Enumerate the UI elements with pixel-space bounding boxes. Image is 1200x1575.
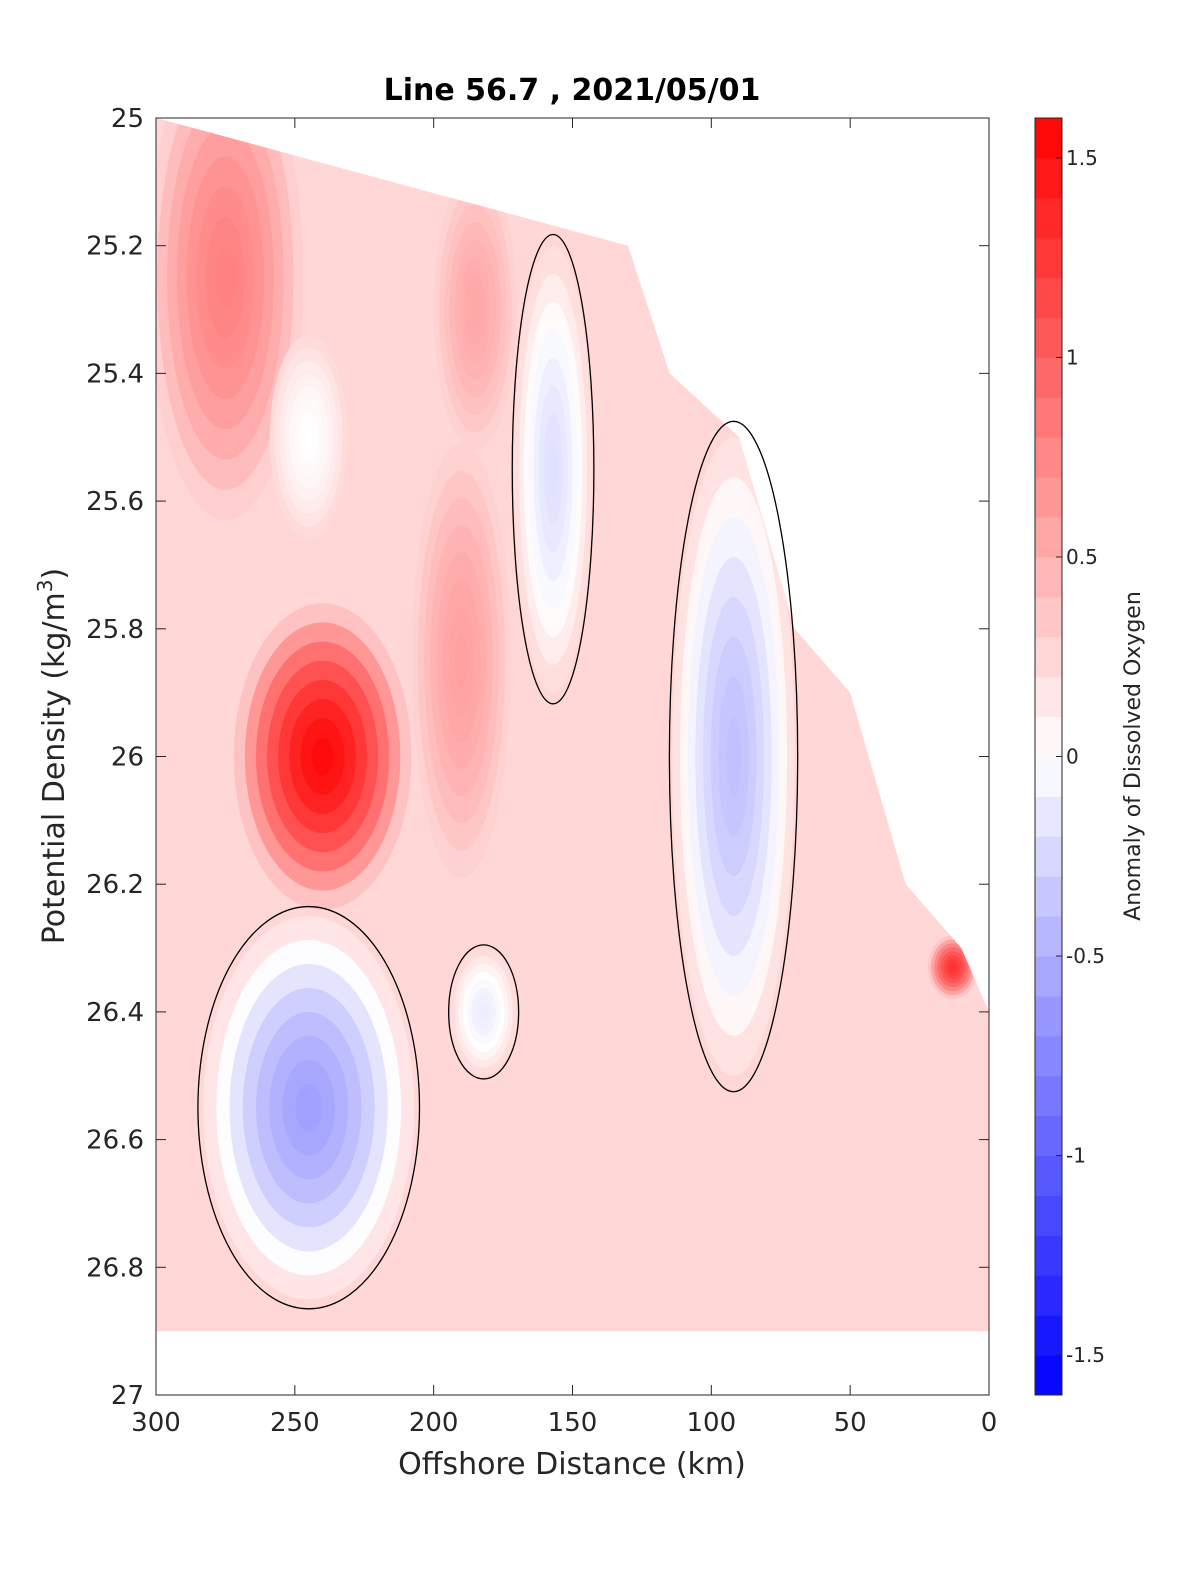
feature-level [303, 424, 314, 451]
plot-area [156, 118, 989, 1395]
colorbar-segment [1035, 1195, 1062, 1236]
colorbar-segment [1035, 1315, 1062, 1356]
feature-level [479, 1003, 488, 1020]
x-axis: 300 250 200 150 100 50 0 [131, 118, 997, 1438]
colorbar-segment [1035, 1115, 1062, 1157]
y-axis-label-sup: 3 [33, 579, 57, 592]
y-tick-label: 26.8 [86, 1253, 144, 1283]
feature-level [455, 633, 468, 688]
colorbar-tick-label: -0.5 [1066, 944, 1105, 968]
colorbar-label: Anomaly of Dissolved Oxygen [1121, 591, 1146, 921]
colorbar-segment [1035, 237, 1062, 279]
y-tick-label: 26 [111, 743, 144, 773]
y-axis-label-main: Potential Density (kg/m [37, 592, 72, 944]
colorbar-segment [1035, 317, 1062, 358]
x-axis-label: Offshore Distance (km) [398, 1447, 746, 1482]
y-tick-label: 26.6 [86, 1126, 144, 1156]
x-tick-label: 200 [409, 1408, 459, 1438]
feature-level [215, 247, 236, 308]
colorbar-segment [1035, 357, 1062, 398]
colorbar: -1.5 -1 -0.5 0 0.5 1 1.5 [1034, 117, 1105, 1396]
colorbar-segment [1035, 197, 1062, 239]
colorbar-segment [1035, 716, 1062, 757]
colorbar-tick-label: 1 [1066, 345, 1079, 369]
colorbar-segment [1035, 556, 1062, 598]
colorbar-segment [1035, 916, 1062, 957]
y-axis: 25 25.2 25.4 25.6 25.8 26 26.2 26.4 26.6 26.8 27 [86, 104, 989, 1411]
feature-level [311, 737, 334, 776]
colorbar-segment [1035, 437, 1062, 478]
colorbar-segment [1035, 956, 1062, 997]
colorbar-segment [1035, 756, 1062, 797]
colorbar-segment [1035, 876, 1062, 917]
zero-contour [448, 944, 520, 1080]
feature-level [725, 716, 742, 797]
colorbar-segment [1035, 995, 1062, 1037]
colorbar-segment [1035, 477, 1062, 518]
colorbar-segment [1035, 1155, 1062, 1196]
zero-contour [197, 905, 421, 1310]
y-tick-label: 27 [111, 1381, 144, 1411]
colorbar-tick-label: 0 [1066, 745, 1079, 769]
x-tick-label: 50 [834, 1408, 867, 1438]
feature-level [548, 441, 558, 498]
colorbar-segment [1035, 1075, 1062, 1117]
colorbar-segment [1035, 118, 1062, 159]
feature-8 [514, 245, 592, 693]
colorbar-segment [1035, 596, 1062, 638]
colorbar-segment [1035, 277, 1062, 319]
x-tick-label: 150 [548, 1408, 598, 1438]
colorbar-segment [1035, 517, 1062, 558]
colorbar-segment [1035, 1235, 1062, 1276]
colorbar-segment [1035, 1035, 1062, 1077]
chart-title: Line 56.7 , 2021/05/01 [384, 73, 761, 108]
colorbar-segment [1035, 676, 1062, 718]
feature-0 [233, 603, 412, 910]
colorbar-segment [1035, 796, 1062, 837]
feature-2 [156, 118, 304, 521]
y-axis-label-close: ) [37, 568, 72, 580]
x-tick-label: 250 [270, 1408, 320, 1438]
feature-6 [203, 916, 415, 1300]
feature-5 [269, 335, 348, 540]
feature-9 [450, 948, 517, 1076]
colorbar-segment [1035, 1275, 1062, 1316]
colorbar-segment [1035, 636, 1062, 678]
colorbar-tick-label: 0.5 [1066, 545, 1098, 569]
colorbar-tick-label: -1.5 [1066, 1343, 1105, 1367]
y-axis-label: Potential Density (kg/m3) [33, 568, 72, 944]
y-tick-label: 25.4 [86, 359, 144, 389]
zero-contour [511, 233, 595, 705]
y-tick-label: 25.2 [86, 232, 144, 262]
y-tick-label: 25.6 [86, 487, 144, 517]
feature-7 [672, 437, 795, 1076]
colorbar-segment [1035, 836, 1062, 877]
y-tick-label: 25 [111, 104, 144, 134]
y-tick-label: 26.2 [86, 870, 144, 900]
y-tick-label: 26.4 [86, 998, 144, 1028]
feature-3 [411, 443, 512, 878]
colorbar-segment [1035, 1355, 1062, 1396]
colorbar-tick-label: -1 [1066, 1144, 1086, 1168]
feature-level [470, 291, 481, 328]
y-tick-label: 25.8 [86, 615, 144, 645]
x-tick-label: 300 [131, 1408, 181, 1438]
feature-level [295, 1083, 322, 1132]
colorbar-segment [1035, 157, 1062, 199]
colorbar-tick-label: 1.5 [1066, 146, 1098, 170]
feature-4 [433, 169, 517, 451]
x-tick-label: 0 [981, 1408, 998, 1438]
zero-contour-lines [197, 233, 799, 1310]
zero-contour [668, 420, 799, 1093]
colorbar-segment [1035, 397, 1062, 438]
x-tick-label: 100 [687, 1408, 737, 1438]
feature-level [949, 963, 957, 972]
